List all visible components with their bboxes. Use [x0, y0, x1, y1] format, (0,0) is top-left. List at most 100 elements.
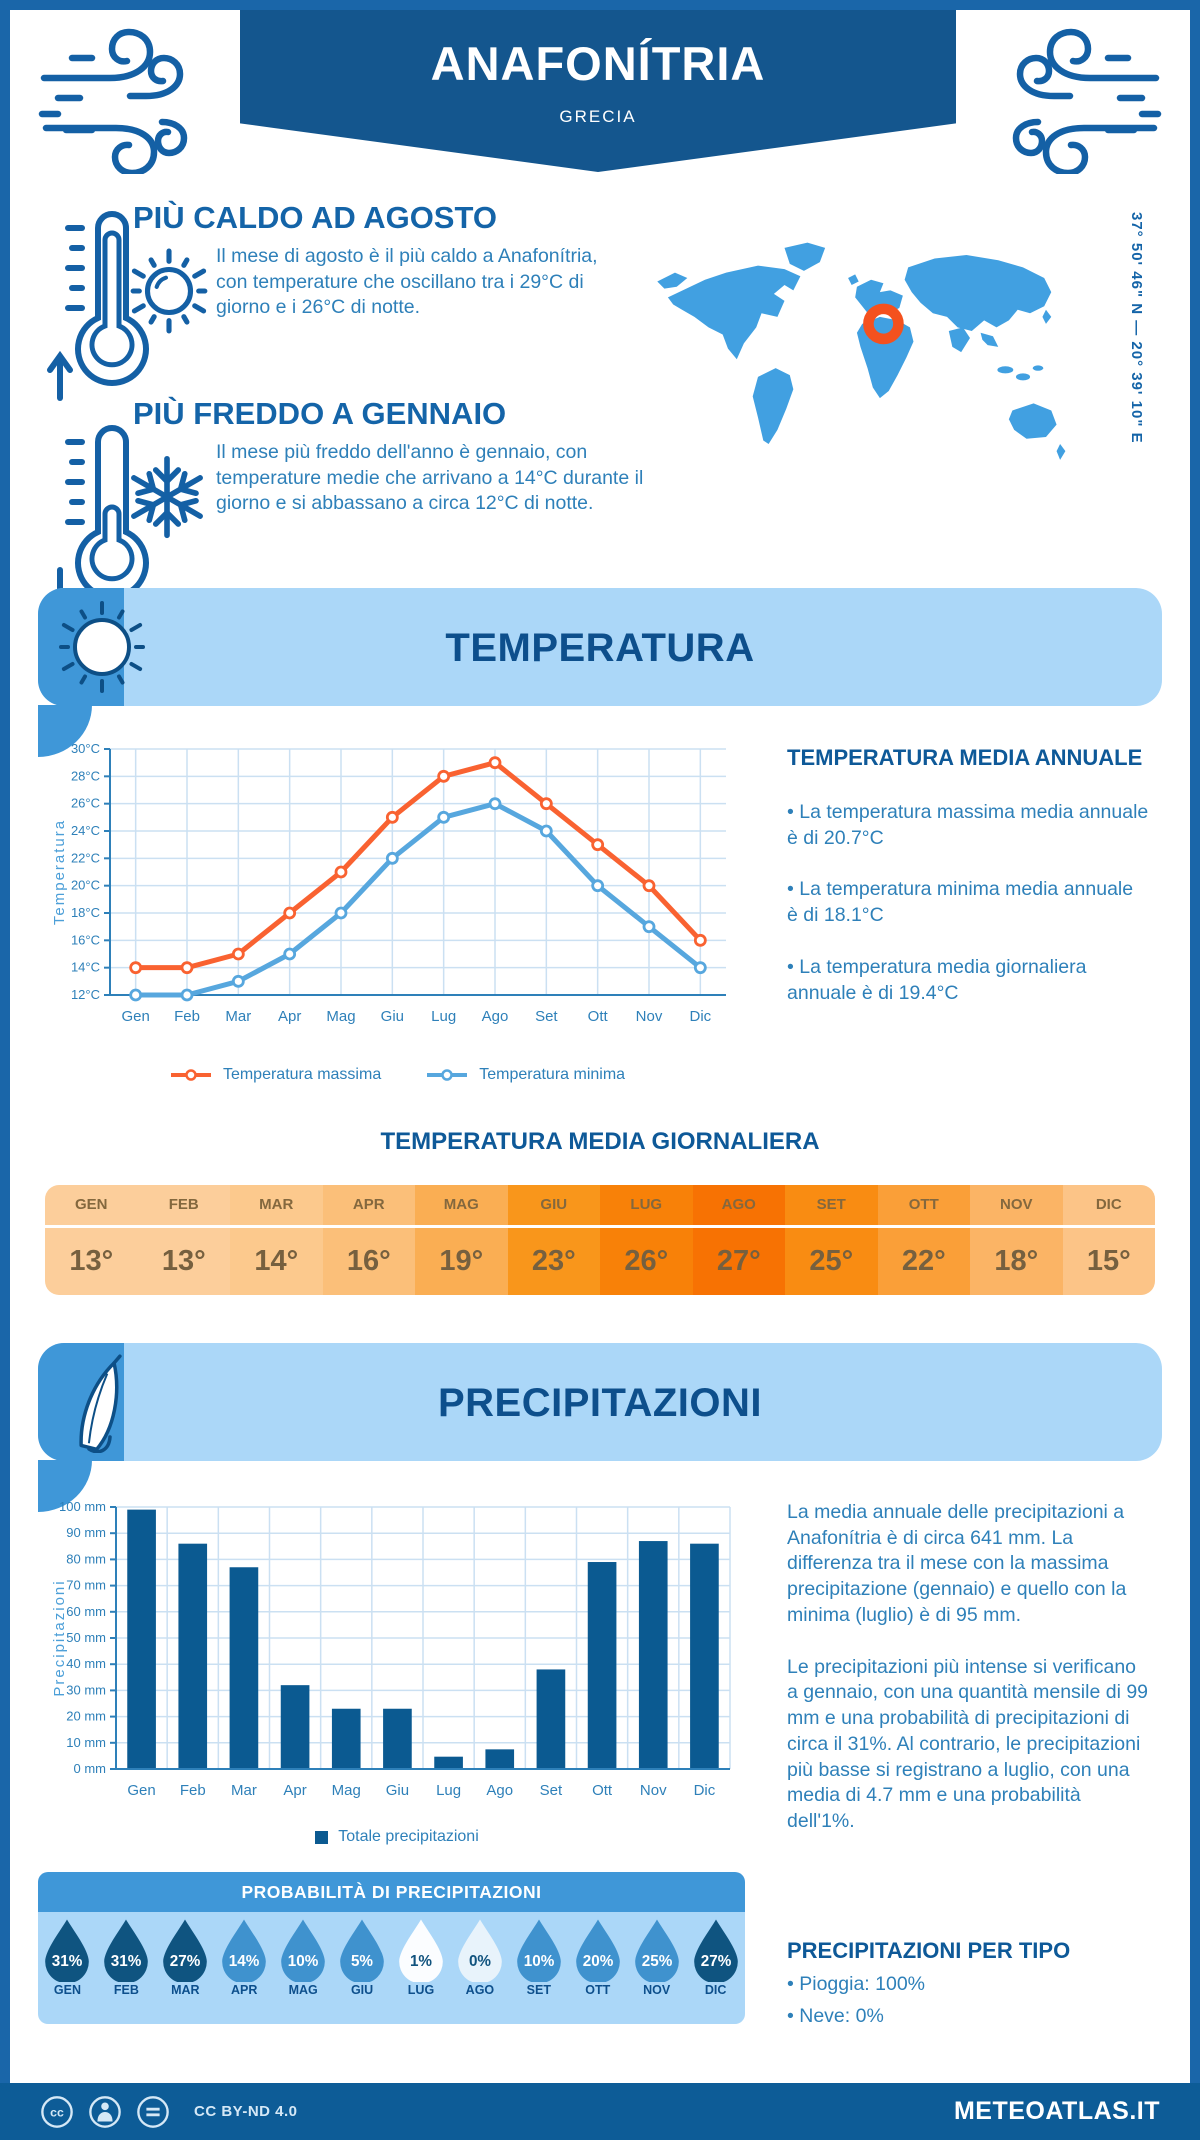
svg-text:Mag: Mag [326, 1008, 355, 1025]
table-column-mag: MAG 19° [415, 1185, 508, 1295]
temperature-banner-iconbox [38, 588, 145, 706]
table-temperature-value: 14° [254, 1245, 299, 1277]
raindrop-icon: 25% [634, 1919, 679, 1982]
world-map [657, 242, 1066, 460]
table-month-label: GEN [45, 1185, 138, 1228]
page-border-left [0, 0, 10, 2140]
table-month-label: NOV [970, 1185, 1063, 1228]
svg-text:Apr: Apr [283, 1782, 306, 1799]
svg-text:Precipitazioni: Precipitazioni [52, 1579, 68, 1696]
raindrop-icon: 10% [517, 1919, 561, 1982]
svg-text:80 mm: 80 mm [66, 1551, 106, 1566]
table-temperature-value: 26° [624, 1245, 669, 1277]
chart-bar [127, 1509, 156, 1769]
svg-text:24°C: 24°C [71, 823, 100, 838]
table-month-label: AGO [692, 1185, 785, 1228]
svg-text:30°C: 30°C [71, 741, 100, 756]
table-month-label: GIU [507, 1185, 600, 1228]
svg-text:Set: Set [540, 1782, 563, 1799]
table-month-label: LUG [600, 1185, 693, 1228]
precipitation-text-block: La media annuale delle precipitazioni a … [787, 1500, 1149, 1861]
svg-text:Lug: Lug [431, 1008, 456, 1025]
legend-item-max: Temperatura massima [169, 1066, 381, 1084]
raindrop-icon: 5% [340, 1919, 384, 1982]
raindrop-icon: 14% [222, 1919, 267, 1982]
probability-title: PROBABILITÀ DI PRECIPITAZIONI [38, 1872, 745, 1912]
precipitation-banner-iconbox [38, 1343, 124, 1461]
probability-drop-giu: 5% GIU [333, 1918, 392, 2024]
table-column-set: SET 25° [785, 1185, 878, 1295]
raindrop-icon: 31% [45, 1919, 90, 1982]
legend-item-precip: Totale precipitazioni [315, 1828, 479, 1846]
table-column-lug: LUG 26° [600, 1185, 693, 1295]
svg-text:22°C: 22°C [71, 850, 100, 865]
drop-month-label: OTT [585, 1983, 611, 1997]
legend-precip-label: Totale precipitazioni [338, 1828, 479, 1845]
table-month-label: FEB [137, 1185, 230, 1228]
precipitation-paragraph: La media annuale delle precipitazioni a … [787, 1501, 1127, 1626]
chart-bar [229, 1567, 259, 1769]
drop-month-label: GIU [350, 1983, 374, 1997]
sun-icon [130, 248, 208, 334]
table-month-label: MAR [230, 1185, 323, 1228]
probability-drop-ago: 0% AGO [450, 1918, 509, 2024]
snowflake-icon [131, 455, 203, 539]
drop-month-label: MAR [171, 1983, 200, 1997]
svg-text:1%: 1% [410, 1953, 432, 1970]
footer-site-label: METEOATLAS.IT [953, 2097, 1160, 2125]
raindrop-icon: 10% [281, 1919, 325, 1982]
annual-temp-bullet: • La temperatura massima media annuale è… [787, 801, 1149, 849]
table-month-label: SET [785, 1185, 878, 1228]
chart-bar [485, 1749, 515, 1769]
svg-text:Giu: Giu [381, 1008, 404, 1025]
table-column-mar: MAR 14° [230, 1185, 323, 1295]
raindrop-icon: 27% [163, 1919, 208, 1982]
table-month-label: DIC [1062, 1185, 1155, 1228]
drop-month-label: NOV [643, 1983, 671, 1997]
precipitation-by-type: PRECIPITAZIONI PER TIPO • Pioggia: 100% … [787, 1938, 1149, 2028]
svg-text:Ott: Ott [588, 1008, 609, 1025]
wind-icon [38, 28, 188, 174]
precipitation-bar-chart: 0 mm 10 mm 20 mm 30 mm 40 mm 50 mm 60 mm 70 mm 8… [52, 1499, 731, 1799]
probability-drop-mag: 10% MAG [274, 1918, 333, 2024]
svg-text:70 mm: 70 mm [66, 1578, 106, 1593]
svg-text:25%: 25% [641, 1953, 672, 1970]
svg-text:Feb: Feb [174, 1008, 200, 1025]
svg-text:Nov: Nov [640, 1782, 667, 1799]
chart-bar [280, 1685, 310, 1769]
svg-text:10 mm: 10 mm [66, 1735, 106, 1750]
page-border-right [1190, 0, 1200, 2140]
footer-license-block: cc CC BY-ND 4.0 [40, 2095, 298, 2129]
table-temperature-value: 15° [1086, 1245, 1131, 1277]
probability-drop-dic: 27% DIC [686, 1918, 745, 2024]
drop-month-label: LUG [407, 1983, 435, 1997]
thermometer-up-icon [47, 211, 149, 401]
page-title: ANAFONÍTRIA [430, 37, 766, 90]
by-type-item: • Pioggia: 100% [787, 1973, 926, 1995]
svg-text:Ago: Ago [486, 1782, 513, 1799]
svg-text:Nov: Nov [636, 1008, 663, 1025]
hot-section-text: Il mese di agosto è il più caldo a Anafo… [216, 245, 598, 319]
svg-text:14%: 14% [229, 1953, 260, 1970]
cc-nd-icon [137, 2095, 169, 2128]
chart-bar [536, 1669, 566, 1769]
table-temperature-value: 22° [901, 1245, 946, 1277]
svg-text:90 mm: 90 mm [66, 1525, 106, 1540]
cc-icon: cc [41, 2095, 73, 2128]
svg-text:Feb: Feb [180, 1782, 206, 1799]
svg-text:40 mm: 40 mm [66, 1656, 106, 1671]
probability-drop-mar: 27% MAR [156, 1918, 215, 2024]
svg-text:30 mm: 30 mm [66, 1682, 106, 1697]
umbrella-icon [79, 1354, 122, 1453]
table-temperature-value: 16° [346, 1245, 391, 1277]
cold-section-title: PIÙ FREDDO A GENNAIO [133, 396, 507, 431]
daily-temperature-table: GEN 13° FEB 13° MAR 14° APR 16° MAG 19° GIU 23° LUG 2… [45, 1185, 1155, 1295]
svg-text:Gen: Gen [121, 1008, 149, 1025]
svg-text:31%: 31% [111, 1953, 142, 1970]
location-marker [863, 303, 904, 345]
probability-drop-apr: 14% APR [215, 1918, 274, 2024]
svg-text:0 mm: 0 mm [74, 1761, 107, 1776]
probability-drop-set: 10% SET [509, 1918, 568, 2024]
probability-drop-nov: 25% NOV [627, 1918, 686, 2024]
svg-text:Apr: Apr [278, 1008, 301, 1025]
